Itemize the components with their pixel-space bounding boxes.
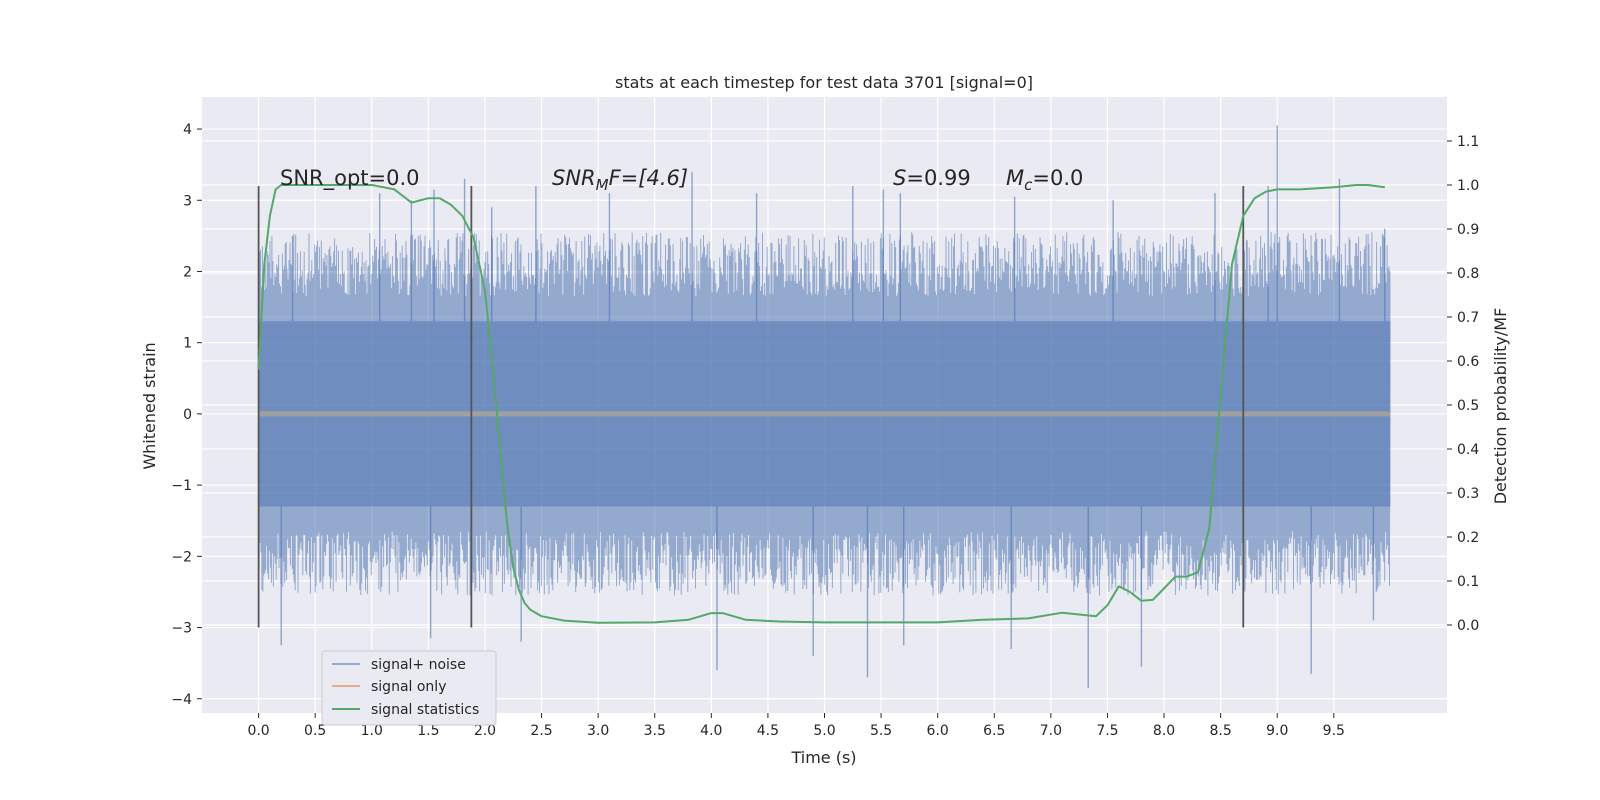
x-tick-label: 7.5	[1096, 723, 1118, 739]
legend-label-noise: signal+ noise	[371, 657, 466, 673]
annotation-snr-mf-symbol: SNR	[552, 166, 596, 190]
y-right-tick-label: 0.1	[1457, 574, 1479, 590]
annotation-s: S=0.99	[893, 166, 971, 190]
vline-layer	[257, 186, 1245, 628]
y-right-tick-label: 0.6	[1457, 354, 1479, 370]
y-axis-right-label: Detection probability/MF	[1491, 308, 1510, 505]
x-tick-label: 6.0	[927, 723, 949, 739]
x-tick-label: 8.0	[1153, 723, 1175, 739]
y-tick-label: 0	[183, 407, 192, 423]
y-tick-label: 3	[183, 193, 192, 209]
x-tick-label: 6.5	[983, 723, 1005, 739]
x-tick-label: 2.5	[530, 723, 552, 739]
x-tick-label: 4.5	[757, 723, 779, 739]
annotation-mc: Mc=0.0	[1006, 166, 1083, 194]
x-tick-label: 0.0	[247, 723, 269, 739]
y-right-tick-label: 0.8	[1457, 266, 1479, 282]
y-tick-label: 2	[183, 264, 192, 280]
y-tick-label: −2	[171, 549, 192, 565]
series-signal-statistics-line	[257, 184, 1385, 624]
y-right-tick-label: 0.0	[1457, 618, 1479, 634]
legend: signal+ noise signal only signal statist…	[321, 650, 497, 726]
annotation-s-symbol: S	[893, 166, 906, 190]
y-right-tick-label: 0.7	[1457, 310, 1479, 326]
annotation-snr-mf-value: F=[4.6]	[609, 166, 688, 190]
annotation-snr-opt: SNR_opt=0.0	[280, 166, 420, 191]
x-tick-label: 3.5	[644, 723, 666, 739]
stat-layer	[257, 184, 1385, 624]
y-right-tick-label: 0.4	[1457, 442, 1479, 458]
annotation-snr-mf-subscript: M	[596, 176, 609, 194]
x-tick-label: 5.5	[870, 723, 892, 739]
y-right-tick-label: 1.1	[1457, 134, 1479, 150]
y-axis-label: Whitened strain	[140, 342, 159, 469]
x-tick-label: 9.0	[1266, 723, 1288, 739]
legend-label-signal: signal only	[371, 679, 446, 695]
y-right-tick-label: 0.5	[1457, 398, 1479, 414]
annotation-snr-mf: SNRMF=[4.6]	[552, 166, 688, 194]
y-tick-label: 4	[183, 122, 192, 138]
x-tick-label: 8.5	[1210, 723, 1232, 739]
annotation-mc-subscript: c	[1024, 176, 1033, 194]
y-right-tick-label: 0.3	[1457, 486, 1479, 502]
y-tick-label: −4	[171, 692, 192, 708]
legend-box	[321, 650, 497, 726]
x-tick-label: 2.0	[474, 723, 496, 739]
x-tick-label: 9.5	[1323, 723, 1345, 739]
y-tick-label: −1	[171, 478, 192, 494]
annotation-mc-symbol: M	[1006, 166, 1024, 190]
x-tick-label: 1.5	[417, 723, 439, 739]
x-axis-label: Time (s)	[790, 748, 856, 767]
chart-title: stats at each timestep for test data 370…	[615, 73, 1033, 92]
y-right-tick-label: 0.2	[1457, 530, 1479, 546]
x-tick-label: 4.0	[700, 723, 722, 739]
tick-layer: 0.0 0.5 1.0 1.5 2.0 2.5 3.0 3.5 4.0 4.5 5.0 5.5 6.0 6…	[171, 122, 1479, 739]
x-tick-label: 7.0	[1040, 723, 1062, 739]
y-right-tick-label: 1.0	[1457, 178, 1479, 194]
x-tick-label: 0.5	[304, 723, 326, 739]
x-tick-label: 1.0	[361, 723, 383, 739]
y-tick-label: −3	[171, 621, 192, 637]
x-tick-label: 5.0	[813, 723, 835, 739]
annotation-mc-value: =0.0	[1032, 166, 1083, 190]
annotation-s-value: =0.99	[906, 166, 970, 190]
y-right-tick-label: 0.9	[1457, 222, 1479, 238]
y-tick-label: 1	[183, 336, 192, 352]
x-tick-label: 3.0	[587, 723, 609, 739]
legend-label-stat: signal statistics	[371, 702, 479, 718]
